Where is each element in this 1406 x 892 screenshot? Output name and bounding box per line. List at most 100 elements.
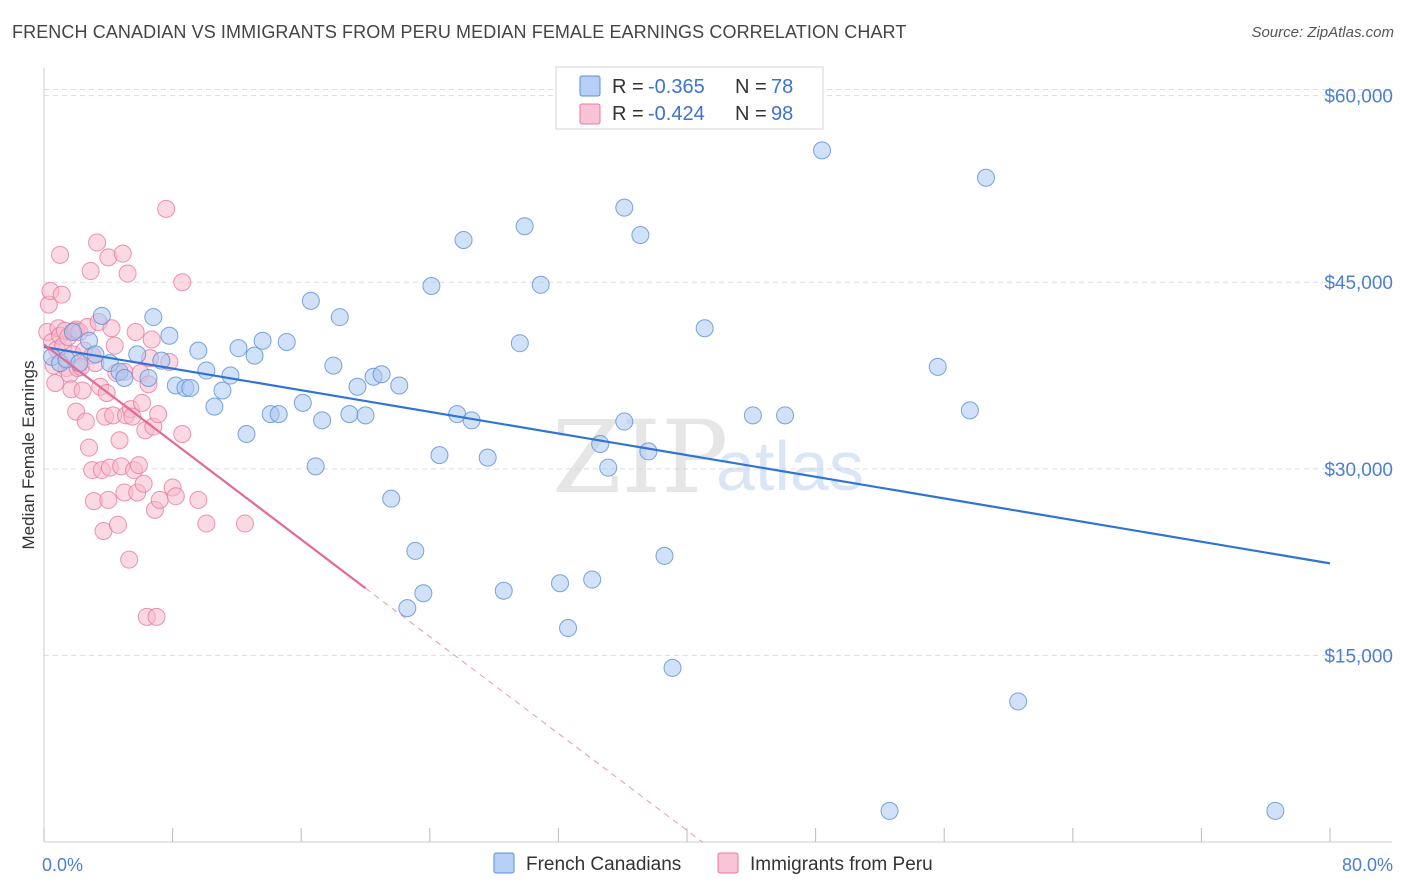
trend-line-peru-extension [365, 587, 703, 843]
french-canadian-point [398, 599, 417, 618]
french-canadian-point [313, 411, 332, 430]
french-canadian-point [743, 406, 762, 425]
series-peru-points [38, 199, 254, 626]
peru-point [149, 405, 168, 424]
french-canadian-point [63, 323, 82, 341]
french-canadian-point [422, 276, 441, 295]
peru-point [46, 374, 65, 392]
peru-point [133, 393, 152, 412]
french-canadian-point [663, 658, 682, 677]
french-canadian-point [237, 425, 256, 443]
french-canadian-point [695, 319, 714, 338]
french-canadian-point [960, 401, 979, 420]
legend-swatch-pink [579, 103, 601, 125]
legend: R = -0.365 N = 78 R = -0.424 N = 98 [555, 66, 824, 130]
bottom-legend-swatch-peru [717, 852, 739, 874]
peru-point [88, 233, 107, 252]
peru-point [235, 514, 254, 533]
peru-point [102, 319, 121, 338]
peru-point [126, 323, 145, 341]
peru-point [166, 487, 185, 506]
peru-point [147, 607, 166, 626]
french-canadian-point [615, 198, 634, 217]
peru-point [197, 514, 216, 533]
bottom-legend-label-french-canadians: French Canadians [526, 854, 681, 875]
french-canadian-point [510, 334, 529, 353]
y-tick-label: $45,000 [1324, 273, 1393, 294]
french-canadian-point [293, 393, 312, 412]
french-canadian-point [615, 412, 634, 431]
french-canadian-point [583, 570, 602, 589]
x-tick-label-max: 80.0% [1342, 855, 1393, 875]
peru-point [52, 285, 71, 304]
french-canadian-point [245, 346, 264, 365]
x-tick-label-min: 0.0% [42, 855, 83, 875]
french-canadian-point [639, 442, 658, 461]
french-canadian-point [406, 541, 425, 560]
grid-lines [44, 88, 1392, 656]
peru-point [118, 264, 137, 283]
legend-swatch-blue [579, 75, 601, 97]
french-canadian-point [655, 546, 674, 565]
legend-r-value-2: -0.424 [648, 103, 705, 125]
source-credit: Source: ZipAtlas.com [1251, 24, 1394, 41]
peru-point [110, 431, 129, 450]
peru-point [142, 330, 161, 349]
legend-box [555, 66, 824, 130]
legend-r-label-2: R = [612, 103, 644, 125]
watermark-atlas: atlas [716, 427, 864, 505]
peru-point [173, 425, 192, 443]
bottom-legend-swatch-blue [493, 852, 515, 874]
french-canadian-point [631, 225, 650, 244]
peru-point [157, 199, 176, 218]
french-canadian-point [181, 378, 200, 397]
french-canadian-point [813, 141, 832, 160]
french-canadian-point [306, 457, 325, 476]
french-canadian-point [197, 361, 216, 380]
peru-point [113, 244, 132, 263]
french-canadian-point [880, 801, 899, 820]
french-canadian-point [253, 331, 272, 350]
french-canadian-point [478, 448, 497, 467]
peru-point [80, 438, 99, 457]
legend-n-value-2: 98 [771, 103, 793, 125]
x-tick-labels: 0.0% 80.0% [42, 855, 1393, 875]
french-canadian-point [115, 369, 134, 388]
y-tick-label: $30,000 [1324, 460, 1393, 481]
french-canadian-point [976, 168, 995, 187]
french-canadian-point [139, 369, 158, 388]
trend-lines [43, 343, 1331, 843]
trend-line-peru [43, 343, 367, 590]
chart-title: FRENCH CANADIAN VS IMMIGRANTS FROM PERU … [12, 22, 907, 42]
french-canadian-point [301, 291, 320, 310]
french-canadian-point [559, 619, 578, 638]
french-canadian-point [348, 377, 367, 396]
french-canadian-point [340, 405, 359, 424]
bottom-legend-label-peru: Immigrants from Peru [750, 854, 933, 875]
peru-point [73, 381, 92, 400]
y-tick-label: $60,000 [1324, 87, 1393, 108]
french-canadian-point [390, 376, 409, 395]
french-canadian-point [776, 406, 795, 425]
y-tick-label: $15,000 [1324, 646, 1393, 667]
legend-n-value-1: 78 [771, 76, 793, 98]
french-canadian-point [515, 217, 534, 236]
french-canadian-point [144, 308, 163, 327]
french-canadian-point [70, 354, 89, 373]
french-canadian-point [1009, 692, 1028, 711]
peru-point [189, 490, 208, 509]
trend-line-french-canadians [43, 345, 1331, 565]
french-canadian-point [92, 306, 111, 325]
french-canadian-point [324, 356, 343, 375]
peru-point [51, 245, 70, 264]
french-canadian-point [229, 339, 248, 358]
french-canadian-point [356, 406, 375, 425]
y-tick-labels: $15,000 $30,000 $45,000 $60,000 [1324, 87, 1393, 668]
french-canadian-point [189, 341, 208, 360]
legend-r-value-1: -0.365 [648, 76, 705, 98]
peru-point [134, 474, 153, 493]
french-canadian-point [372, 365, 391, 384]
peru-point [150, 490, 169, 509]
french-canadian-point [277, 332, 296, 351]
